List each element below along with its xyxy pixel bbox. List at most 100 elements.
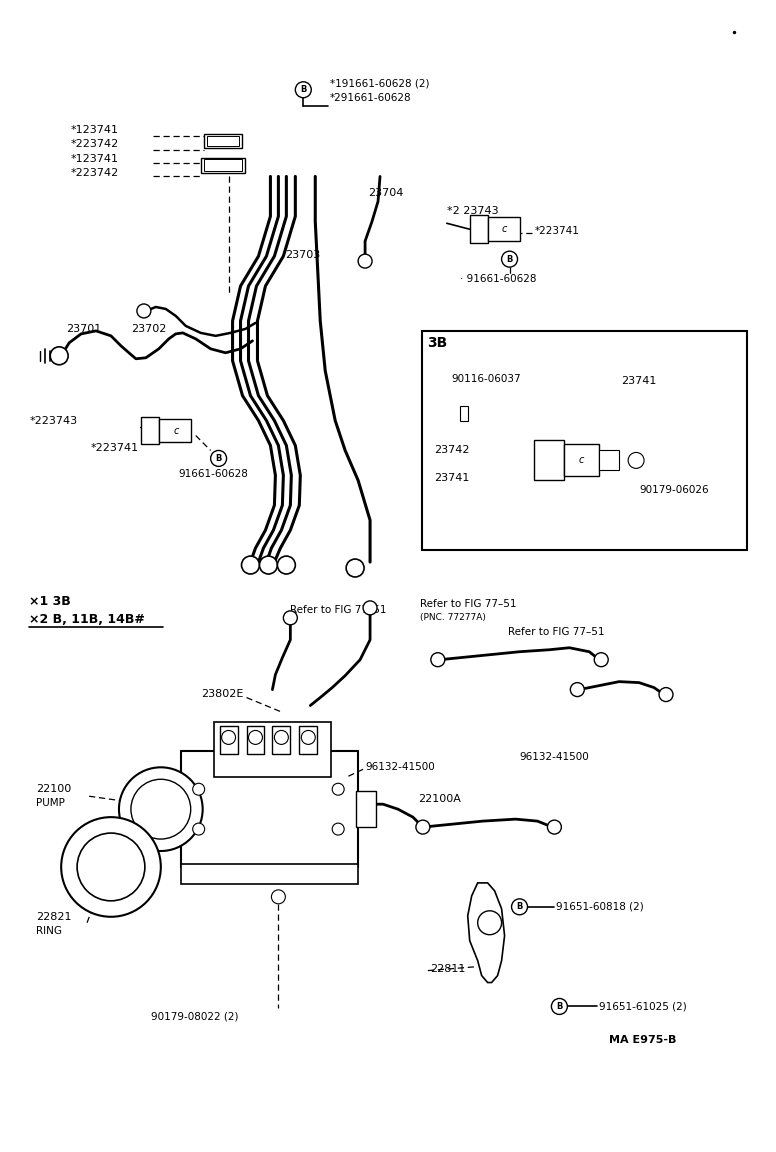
Text: *191661-60628 (2): *191661-60628 (2) xyxy=(331,78,430,89)
Text: *2 23743: *2 23743 xyxy=(447,206,498,217)
Circle shape xyxy=(277,556,296,574)
Circle shape xyxy=(222,730,236,744)
Text: 23703: 23703 xyxy=(286,250,320,260)
Bar xyxy=(201,158,244,174)
Text: 23701: 23701 xyxy=(66,324,102,334)
Circle shape xyxy=(137,304,151,318)
Bar xyxy=(599,450,619,470)
Text: 23742: 23742 xyxy=(434,446,469,455)
Text: *223742: *223742 xyxy=(71,138,120,149)
Text: 23702: 23702 xyxy=(131,324,166,334)
Circle shape xyxy=(547,820,561,834)
Bar xyxy=(159,418,191,442)
Circle shape xyxy=(210,450,227,467)
Bar xyxy=(203,159,241,172)
Circle shape xyxy=(570,683,584,697)
Text: ×2 B, 11B, 14B#: ×2 B, 11B, 14B# xyxy=(29,613,145,627)
Circle shape xyxy=(192,824,205,835)
Text: *291661-60628: *291661-60628 xyxy=(331,92,412,103)
Text: B: B xyxy=(556,1002,563,1011)
Text: 91661-60628: 91661-60628 xyxy=(178,469,248,479)
Circle shape xyxy=(332,783,345,795)
Bar xyxy=(487,218,519,241)
Circle shape xyxy=(275,730,289,744)
Text: *223741: *223741 xyxy=(91,444,139,454)
Text: 96132-41500: 96132-41500 xyxy=(519,752,589,763)
Text: 90179-08022 (2): 90179-08022 (2) xyxy=(151,1011,238,1022)
Text: 90179-06026: 90179-06026 xyxy=(639,485,708,495)
Text: 23802E: 23802E xyxy=(201,689,243,698)
Circle shape xyxy=(272,889,286,904)
Bar xyxy=(272,727,290,755)
Circle shape xyxy=(346,559,364,577)
Circle shape xyxy=(628,453,644,469)
Bar xyxy=(203,134,241,147)
Bar xyxy=(206,136,238,145)
Polygon shape xyxy=(468,882,504,983)
Text: B: B xyxy=(516,902,523,911)
Circle shape xyxy=(301,730,315,744)
Text: 23741: 23741 xyxy=(434,473,469,484)
Circle shape xyxy=(77,833,145,901)
Text: c: c xyxy=(173,425,178,435)
Bar xyxy=(422,331,747,551)
Circle shape xyxy=(416,820,430,834)
Bar xyxy=(469,215,487,243)
Circle shape xyxy=(552,999,567,1015)
Text: *123741: *123741 xyxy=(71,124,120,135)
Circle shape xyxy=(119,767,203,851)
Circle shape xyxy=(363,601,377,615)
Circle shape xyxy=(594,653,608,667)
Bar xyxy=(459,406,468,420)
Circle shape xyxy=(241,556,259,574)
Text: ×1 3B: ×1 3B xyxy=(29,596,71,608)
Text: Refer to FIG 77–51: Refer to FIG 77–51 xyxy=(290,605,387,615)
Bar xyxy=(300,727,317,755)
Text: Refer to FIG 77–51: Refer to FIG 77–51 xyxy=(420,599,516,609)
Circle shape xyxy=(61,817,161,917)
Bar xyxy=(213,722,331,778)
Bar xyxy=(220,727,237,755)
Text: (PNC. 77277A): (PNC. 77277A) xyxy=(420,613,486,622)
Bar xyxy=(356,791,376,827)
Text: RING: RING xyxy=(36,926,62,935)
Text: MA E975-B: MA E975-B xyxy=(609,1036,677,1045)
Circle shape xyxy=(332,824,345,835)
Circle shape xyxy=(501,251,518,267)
Circle shape xyxy=(358,255,372,268)
Circle shape xyxy=(283,611,297,624)
Text: B: B xyxy=(300,85,307,94)
Circle shape xyxy=(248,730,262,744)
Text: 3B: 3B xyxy=(427,336,447,350)
Bar xyxy=(181,751,358,867)
Circle shape xyxy=(192,783,205,795)
Text: Refer to FIG 77–51: Refer to FIG 77–51 xyxy=(508,627,604,637)
Text: 22100: 22100 xyxy=(36,785,71,794)
Text: B: B xyxy=(216,454,222,463)
Text: *223742: *223742 xyxy=(71,168,120,179)
Bar xyxy=(181,864,358,884)
Text: 22100A: 22100A xyxy=(418,794,461,804)
Text: 23704: 23704 xyxy=(368,189,404,198)
Text: 91651-60818 (2): 91651-60818 (2) xyxy=(556,902,644,912)
Text: *223741: *223741 xyxy=(535,226,580,236)
Circle shape xyxy=(259,556,277,574)
Text: 91651-61025 (2): 91651-61025 (2) xyxy=(599,1001,687,1011)
Circle shape xyxy=(478,911,501,934)
Text: 22811: 22811 xyxy=(430,963,466,973)
Bar xyxy=(535,440,564,480)
Text: PUMP: PUMP xyxy=(36,798,65,809)
Text: 96132-41500: 96132-41500 xyxy=(365,763,435,772)
Bar xyxy=(564,445,599,477)
Text: · 91661-60628: · 91661-60628 xyxy=(459,274,536,285)
Text: *123741: *123741 xyxy=(71,154,120,165)
Bar xyxy=(141,417,159,445)
Text: c: c xyxy=(502,225,508,234)
Text: 90116-06037: 90116-06037 xyxy=(452,373,521,384)
Circle shape xyxy=(296,82,311,98)
Circle shape xyxy=(131,779,191,839)
Text: *223743: *223743 xyxy=(29,416,78,425)
Circle shape xyxy=(659,688,673,702)
Text: c: c xyxy=(579,455,584,465)
Bar xyxy=(247,727,265,755)
